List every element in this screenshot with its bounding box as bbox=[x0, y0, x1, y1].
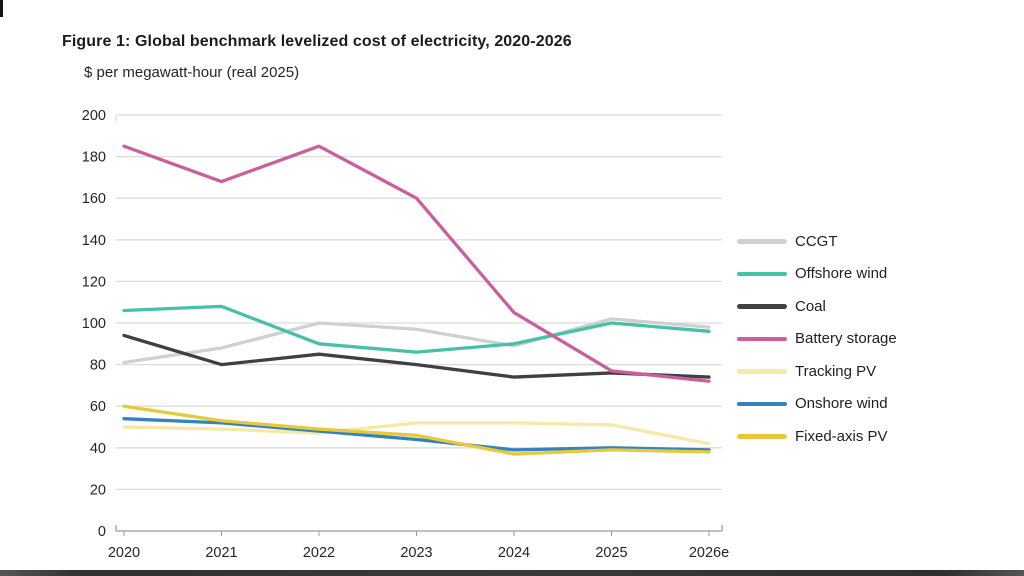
x-axis-tick-label: 2020 bbox=[108, 545, 140, 561]
chart-legend: CCGT Offshore wind Coal Battery storage Trac… bbox=[737, 225, 897, 453]
legend-swatch bbox=[737, 304, 787, 309]
tick-labels-group: 0 20 40 60 80 100 120 140 160 180 200 2020 2021 2022 2… bbox=[82, 108, 729, 561]
y-axis-tick-label: 40 bbox=[90, 441, 106, 457]
chart-title-main: Figure 1: Global benchmark levelized cos… bbox=[62, 33, 495, 50]
legend-label: Offshore wind bbox=[795, 265, 888, 283]
y-axis-tick-label: 60 bbox=[90, 399, 106, 415]
y-axis-tick-label: 140 bbox=[82, 233, 106, 249]
axis-group bbox=[115, 525, 723, 536]
legend-item-offshore-wind: Offshore wind bbox=[737, 258, 897, 291]
legend-swatch bbox=[737, 401, 787, 406]
y-axis-tick-label: 80 bbox=[90, 358, 106, 374]
series-line-battery-storage bbox=[122, 144, 711, 383]
legend-item-tracking-pv: Tracking PV bbox=[737, 355, 897, 388]
legend-swatch bbox=[737, 239, 787, 244]
legend-label: CCGT bbox=[795, 232, 838, 250]
legend-label: Tracking PV bbox=[795, 362, 877, 380]
y-axis-tick-label: 200 bbox=[82, 108, 106, 124]
series-line-tracking-pv bbox=[122, 421, 711, 446]
series-group bbox=[122, 144, 711, 456]
chart-title: Figure 1: Global benchmark levelized cos… bbox=[62, 33, 572, 51]
series-line-offshore-wind bbox=[122, 304, 711, 354]
y-axis-tick-label: 160 bbox=[82, 191, 106, 207]
y-axis-tick-label: 0 bbox=[98, 524, 106, 540]
legend-item-ccgt: CCGT bbox=[737, 225, 897, 258]
legend-swatch bbox=[737, 369, 787, 374]
gridlines-group bbox=[115, 114, 722, 491]
series-line-fixed-axis-pv bbox=[122, 404, 711, 456]
legend-label: Fixed-axis PV bbox=[795, 427, 888, 445]
x-axis-tick-label: 2023 bbox=[400, 545, 432, 561]
x-axis-tick-label: 2021 bbox=[205, 545, 237, 561]
legend-label: Battery storage bbox=[795, 330, 897, 348]
x-axis-tick-label: 2025 bbox=[595, 545, 627, 561]
legend-label: Coal bbox=[795, 297, 826, 315]
y-axis-tick-label: 120 bbox=[82, 274, 106, 290]
x-axis-tick-label: 2026e bbox=[689, 545, 729, 561]
legend-label: Onshore wind bbox=[795, 395, 888, 413]
legend-item-battery-storage: Battery storage bbox=[737, 323, 897, 356]
x-axis-tick-label: 2024 bbox=[498, 545, 530, 561]
legend-item-fixed-axis-pv: Fixed-axis PV bbox=[737, 420, 897, 453]
legend-swatch bbox=[737, 271, 787, 276]
series-line-onshore-wind bbox=[122, 417, 711, 452]
legend-item-onshore-wind: Onshore wind bbox=[737, 388, 897, 421]
x-axis-tick-label: 2022 bbox=[303, 545, 335, 561]
y-axis-tick-label: 20 bbox=[90, 482, 106, 498]
series-line-coal bbox=[122, 333, 711, 379]
bottom-letterbox-bar bbox=[0, 570, 1024, 576]
legend-item-coal: Coal bbox=[737, 290, 897, 323]
y-axis-tick-label: 100 bbox=[82, 316, 106, 332]
series-line-ccgt bbox=[122, 317, 711, 365]
frame-edge-artifact bbox=[0, 0, 3, 17]
legend-swatch bbox=[737, 336, 787, 341]
legend-swatch bbox=[737, 434, 787, 439]
chart-unit-label: $ per megawatt-hour (real 2025) bbox=[84, 64, 300, 81]
y-axis-tick-label: 180 bbox=[82, 150, 106, 166]
chart-title-period: 2020-2026 bbox=[494, 33, 572, 50]
